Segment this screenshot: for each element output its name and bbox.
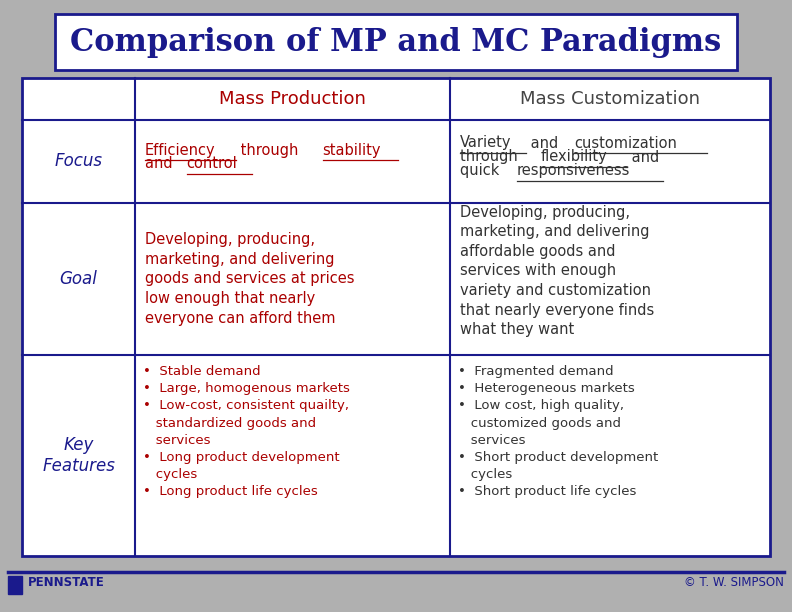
Text: Developing, producing,
marketing, and delivering
affordable goods and
services w: Developing, producing, marketing, and de… — [460, 205, 654, 337]
Text: flexibility: flexibility — [540, 149, 607, 165]
Text: Efficiency: Efficiency — [145, 143, 215, 157]
Text: Variety: Variety — [460, 135, 512, 151]
Text: Mass Production: Mass Production — [219, 90, 366, 108]
Text: quick: quick — [460, 163, 504, 179]
Text: © T. W. SIMPSON: © T. W. SIMPSON — [684, 575, 784, 589]
Text: responsiveness: responsiveness — [516, 163, 630, 179]
Text: stability: stability — [322, 143, 381, 157]
Text: •  Fragmented demand
•  Heterogeneous markets
•  Low cost, high quality,
   cust: • Fragmented demand • Heterogeneous mark… — [458, 365, 658, 498]
FancyBboxPatch shape — [8, 576, 22, 594]
Text: Goal: Goal — [59, 270, 97, 288]
Text: and: and — [527, 135, 563, 151]
Text: control: control — [187, 157, 238, 171]
Text: Mass Customization: Mass Customization — [520, 90, 700, 108]
Text: through: through — [236, 143, 303, 157]
Text: Key
Features: Key Features — [42, 436, 115, 475]
Text: Focus: Focus — [55, 152, 102, 171]
Text: customization: customization — [574, 135, 677, 151]
Text: through: through — [460, 149, 523, 165]
FancyBboxPatch shape — [55, 14, 737, 70]
FancyBboxPatch shape — [22, 78, 770, 556]
Text: •  Stable demand
•  Large, homogenous markets
•  Low-cost, consistent quailty,
 : • Stable demand • Large, homogenous mark… — [143, 365, 350, 498]
Text: PENNSTATE: PENNSTATE — [28, 575, 105, 589]
Text: and: and — [145, 157, 177, 171]
Text: Developing, producing,
marketing, and delivering
goods and services at prices
lo: Developing, producing, marketing, and de… — [145, 233, 355, 326]
Text: Comparison of MP and MC Paradigms: Comparison of MP and MC Paradigms — [70, 26, 722, 58]
Text: and: and — [626, 149, 659, 165]
